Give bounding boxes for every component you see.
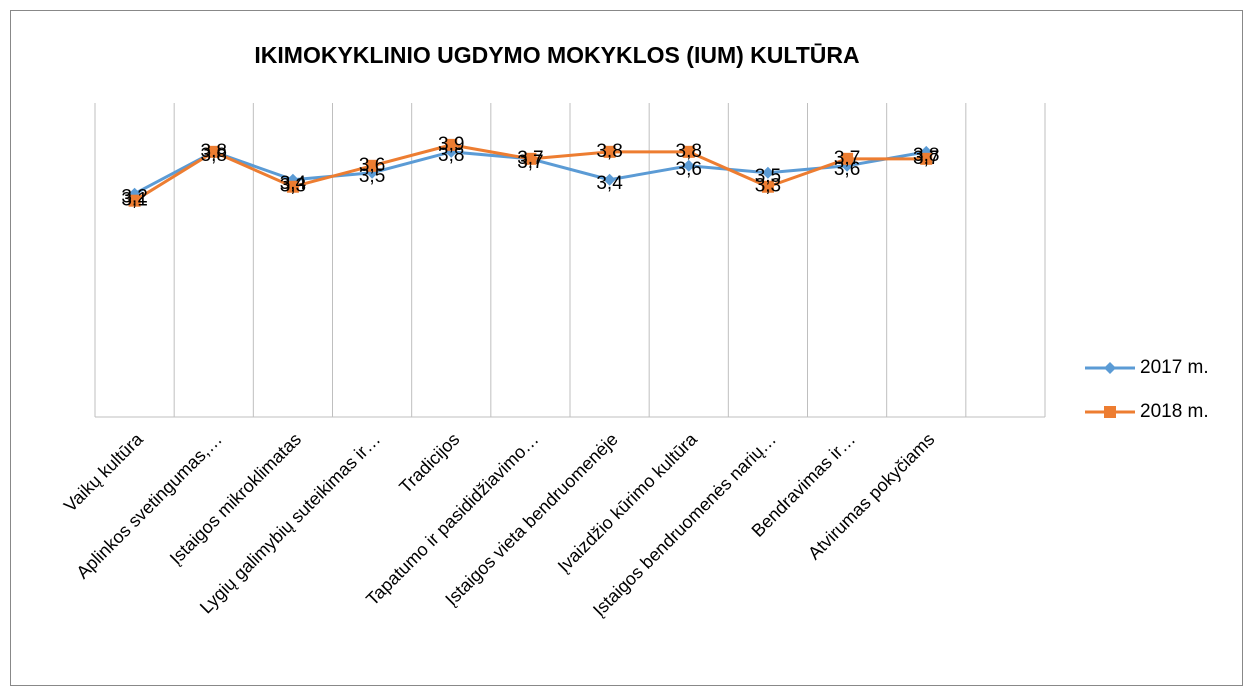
marker (445, 138, 458, 151)
marker (366, 159, 379, 172)
legend-label: 2017 m. (1140, 357, 1209, 378)
data-label: 3,5 (755, 166, 781, 187)
data-label: 3,8 (913, 145, 939, 166)
marker (761, 166, 774, 179)
data-label: 3,3 (755, 176, 781, 197)
data-label: 3,8 (201, 145, 227, 166)
legend-marker (1104, 406, 1116, 418)
data-label: 3,3 (280, 176, 306, 197)
data-label: 3,6 (834, 159, 860, 180)
data-label: 3,8 (596, 141, 622, 162)
legend-marker (1104, 362, 1116, 374)
data-label: 3,9 (438, 134, 464, 155)
data-label: 3,6 (359, 155, 385, 176)
marker (682, 159, 695, 172)
data-label: 3,1 (121, 190, 147, 211)
marker (841, 152, 854, 165)
data-label: 3,8 (201, 141, 227, 162)
marker (682, 145, 695, 158)
marker (128, 194, 141, 207)
marker (207, 145, 220, 158)
marker (524, 152, 537, 165)
data-label: 3,6 (676, 159, 702, 180)
data-label: 3,7 (913, 148, 939, 169)
marker (286, 180, 299, 193)
legend-label: 2018 m. (1140, 401, 1209, 422)
data-label: 3,5 (359, 166, 385, 187)
marker (603, 173, 616, 186)
chart-title: IKIMOKYKLINIO UGDYMO MOKYKLOS (IUM) KULT… (254, 42, 859, 68)
chart-frame (10, 10, 1243, 686)
data-label: 3,8 (438, 145, 464, 166)
data-label: 3,4 (280, 173, 307, 194)
marker (920, 152, 933, 165)
data-label: 3,7 (834, 148, 860, 169)
marker (761, 180, 774, 193)
data-label: 3,2 (121, 187, 147, 208)
data-label: 3,8 (676, 141, 702, 162)
data-label: 3,7 (517, 152, 543, 173)
data-label: 3,4 (596, 173, 623, 194)
data-label: 3,7 (517, 148, 543, 169)
marker (603, 145, 616, 158)
